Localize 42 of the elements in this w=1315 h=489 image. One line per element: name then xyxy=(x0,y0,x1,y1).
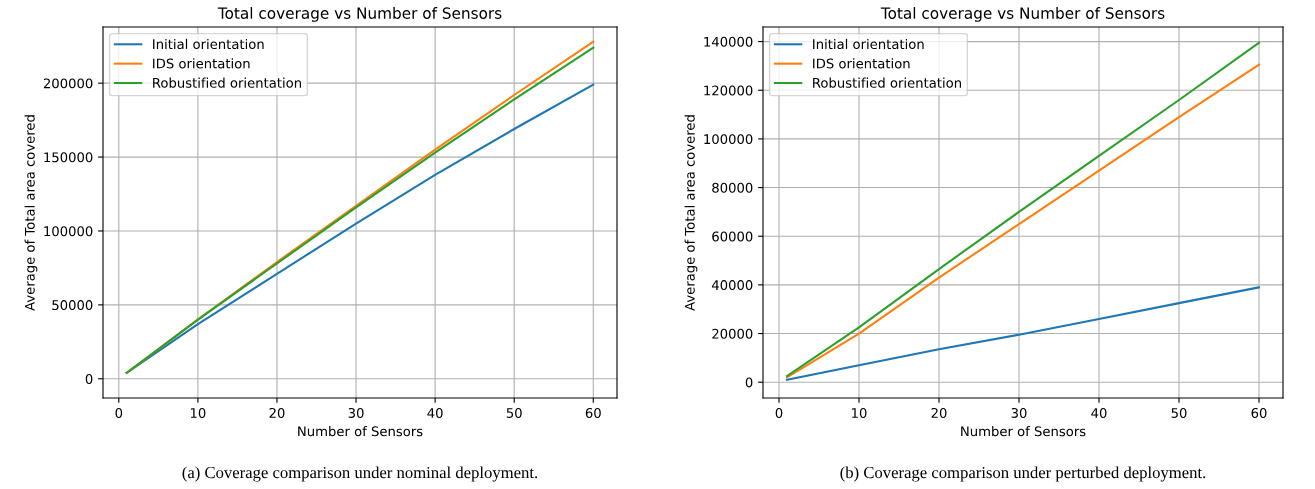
chart-title: Total coverage vs Number of Sensors xyxy=(880,7,1165,22)
y-tick-label: 150000 xyxy=(44,152,93,163)
y-tick-label: 120000 xyxy=(704,85,753,96)
x-tick-label: 0 xyxy=(115,407,123,418)
x-tick-label: 50 xyxy=(506,407,522,418)
legend-label: Robustified orientation xyxy=(813,77,961,88)
x-tick-label: 30 xyxy=(348,407,364,418)
y-axis-title: Average of Total area covered xyxy=(684,115,698,311)
text: (a) Coverage comparison under nominal deployment. xyxy=(182,466,538,482)
y-tick-label: 100000 xyxy=(44,226,93,237)
x-tick-label: 20 xyxy=(269,407,285,418)
y-tick-label: 0 xyxy=(85,374,93,384)
legend-label: Robustified orientation xyxy=(153,77,301,88)
x-tick-label: 10 xyxy=(852,407,867,418)
y-tick-label: 0 xyxy=(745,377,753,388)
y-tick-label: 80000 xyxy=(712,182,753,193)
x-axis-title: Number of Sensors xyxy=(298,426,423,437)
x-tick-label: 40 xyxy=(427,407,443,418)
x-tick-label: 20 xyxy=(931,407,947,418)
y-tick-label: 200000 xyxy=(43,78,93,89)
legend-label: IDS orientation xyxy=(813,58,910,69)
x-tick-label: 50 xyxy=(1171,407,1187,418)
chart-title: Total coverage vs Number of Sensors xyxy=(217,7,502,22)
y-tick-label: 50000 xyxy=(52,300,93,311)
y-tick-label: 140000 xyxy=(704,36,753,47)
x-tick-label: 0 xyxy=(775,407,783,418)
x-tick-label: 10 xyxy=(190,407,206,418)
y-tick-label: 40000 xyxy=(711,280,753,291)
x-axis-title: Number of Sensors xyxy=(961,426,1086,437)
y-tick-label: 60000 xyxy=(712,231,753,242)
legend-label: Initial orientation xyxy=(153,38,264,50)
line-series xyxy=(785,286,1261,381)
x-tick-label: 30 xyxy=(1011,407,1027,418)
x-tick-label: 40 xyxy=(1091,407,1107,418)
y-tick-label: 100000 xyxy=(704,134,753,145)
legend-label: IDS orientation xyxy=(153,58,250,69)
y-tick-label: 20000 xyxy=(712,328,753,339)
x-tick-label: 60 xyxy=(1251,407,1267,418)
text: (b) Coverage comparison under perturbed deployment. xyxy=(840,466,1206,482)
y-axis-title: Average of Total area covered xyxy=(24,115,38,311)
x-tick-label: 60 xyxy=(585,407,601,418)
legend-label: Initial orientation xyxy=(813,38,924,50)
